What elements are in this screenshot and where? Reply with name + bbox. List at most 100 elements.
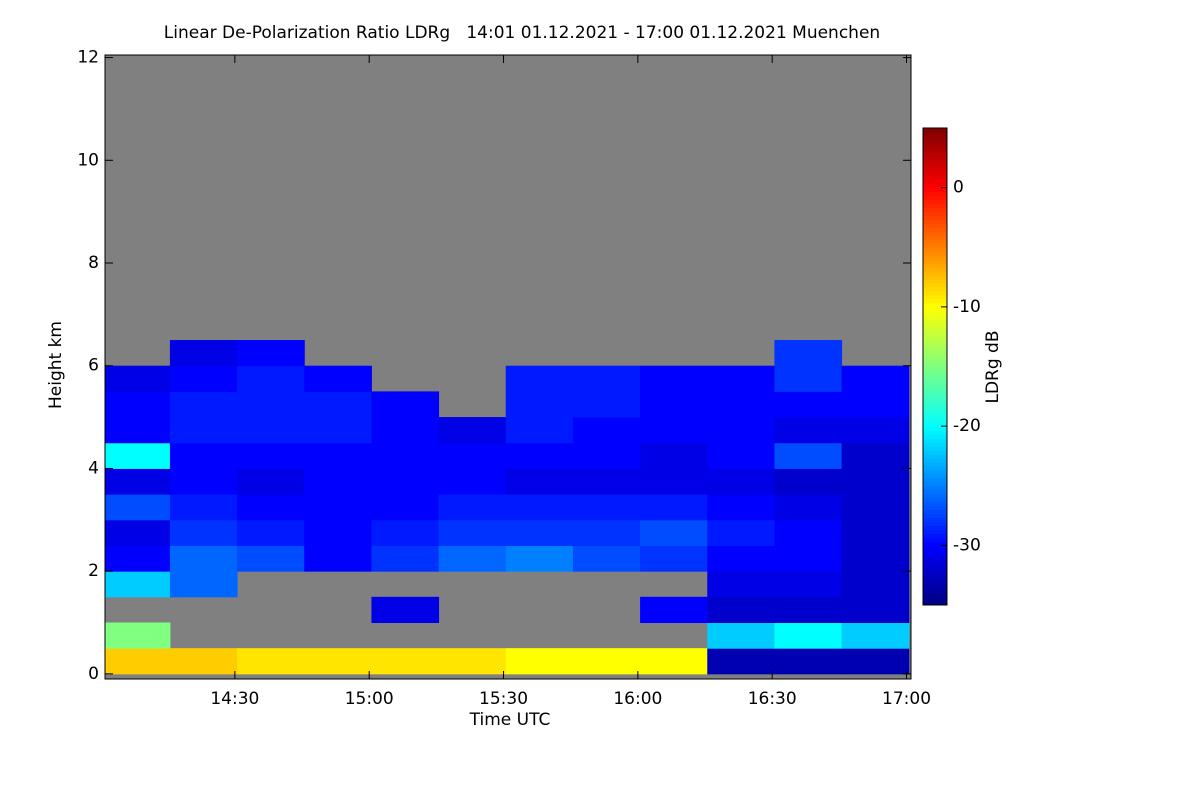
colorbar-segment <box>923 505 947 511</box>
heatmap-cell <box>169 648 238 675</box>
heatmap-cell <box>774 596 843 624</box>
heatmap-cell <box>105 468 171 495</box>
heatmap-cell <box>237 545 305 572</box>
x-tick-label: 17:00 <box>882 689 931 709</box>
colorbar-segment <box>923 382 947 387</box>
y-tick-label: 2 <box>88 561 99 581</box>
colorbar-segment <box>923 191 947 197</box>
heatmap-cell <box>105 391 171 418</box>
heatmap-cell <box>169 494 238 521</box>
colorbar-segment <box>923 366 947 371</box>
colorbar-segment <box>923 263 947 268</box>
heatmap-cell <box>505 391 574 418</box>
colorbar-segment <box>923 434 947 439</box>
heatmap-cell <box>505 519 574 546</box>
heatmap-cell <box>169 519 238 546</box>
colorbar-segment <box>923 521 947 526</box>
colorbar-segment <box>923 310 947 316</box>
heatmap-cell <box>572 365 641 392</box>
colorbar-segment <box>923 541 947 546</box>
heatmap-cell <box>438 494 507 521</box>
heatmap-cell <box>304 391 372 418</box>
colorbar-segment <box>923 430 947 435</box>
colorbar-frame <box>922 127 948 606</box>
colorbar-segment <box>923 279 947 284</box>
heatmap-cell <box>304 648 372 675</box>
heatmap-cell <box>774 417 843 444</box>
heatmap-cell <box>707 365 775 392</box>
colorbar-segment <box>923 601 947 606</box>
colorbar-segment <box>923 159 947 165</box>
heatmap-cell <box>371 417 440 444</box>
colorbar-segment <box>923 167 947 173</box>
colorbar-segment <box>923 322 947 328</box>
colorbar-tick-label: -30 <box>953 535 981 555</box>
heatmap-cell <box>841 622 910 649</box>
heatmap-cell <box>169 417 238 444</box>
colorbar-segment <box>923 370 947 375</box>
heatmap-cell <box>841 365 910 392</box>
heatmap-cell <box>505 442 574 469</box>
heatmap-cell <box>304 417 372 444</box>
colorbar-segment <box>923 469 947 475</box>
heatmap-cell <box>438 442 507 469</box>
heatmap-cell <box>774 365 843 392</box>
heatmap-cell <box>572 648 641 675</box>
heatmap-cell <box>640 391 708 418</box>
x-tick-label: 14:30 <box>210 689 259 709</box>
heatmap-cell <box>841 545 910 572</box>
x-tick-label: 16:30 <box>748 689 797 709</box>
x-tick-label: 15:00 <box>345 689 394 709</box>
colorbar-segment <box>923 219 947 224</box>
heatmap-cell <box>105 442 171 469</box>
heatmap-cell <box>371 442 440 469</box>
heatmap-cell <box>774 340 843 367</box>
colorbar-segment <box>923 350 947 356</box>
heatmap-cell <box>371 648 440 675</box>
heatmap-cell <box>105 365 171 392</box>
colorbar-segment <box>923 497 947 503</box>
heatmap-cell <box>371 545 440 572</box>
colorbar-segment <box>923 203 947 208</box>
heatmap-cell <box>505 417 574 444</box>
heatmap-cell <box>774 519 843 546</box>
heatmap-cell <box>371 391 440 418</box>
heatmap-cell <box>572 442 641 469</box>
heatmap-cell <box>774 468 843 495</box>
colorbar-segment <box>923 398 947 403</box>
heatmap-cell <box>237 417 305 444</box>
y-tick-label: 0 <box>88 664 99 684</box>
heatmap-cell <box>237 519 305 546</box>
heatmap-cell <box>237 494 305 521</box>
x-tick-label: 16:00 <box>613 689 662 709</box>
heatmap-cell <box>640 442 708 469</box>
heatmap-cell <box>237 365 305 392</box>
colorbar-segment <box>923 573 947 578</box>
heatmap-cell <box>572 417 641 444</box>
heatmap-cell <box>774 545 843 572</box>
heatmap-cell <box>707 468 775 495</box>
colorbar-segment <box>923 135 947 141</box>
heatmap-cell <box>304 365 372 392</box>
colorbar-segment <box>923 227 947 232</box>
heatmap-cell <box>438 648 507 675</box>
heatmap-cell <box>774 442 843 469</box>
heatmap-cell <box>371 596 440 624</box>
colorbar-segment <box>923 139 947 145</box>
colorbar-segment <box>923 151 947 157</box>
colorbar-segment <box>923 513 947 519</box>
colorbar-segment <box>923 422 947 427</box>
heatmap-cell <box>707 596 775 624</box>
heatmap-cell <box>304 545 372 572</box>
colorbar-segment <box>923 318 947 324</box>
colorbar-segment <box>923 283 947 288</box>
heatmap-cell <box>371 519 440 546</box>
heatmap-cell <box>841 417 910 444</box>
heatmap-cell <box>774 648 843 675</box>
heatmap-cell <box>304 442 372 469</box>
colorbar-segment <box>923 287 947 292</box>
colorbar-segment <box>923 346 947 352</box>
colorbar-segment <box>923 442 947 447</box>
colorbar-segment <box>923 453 947 459</box>
